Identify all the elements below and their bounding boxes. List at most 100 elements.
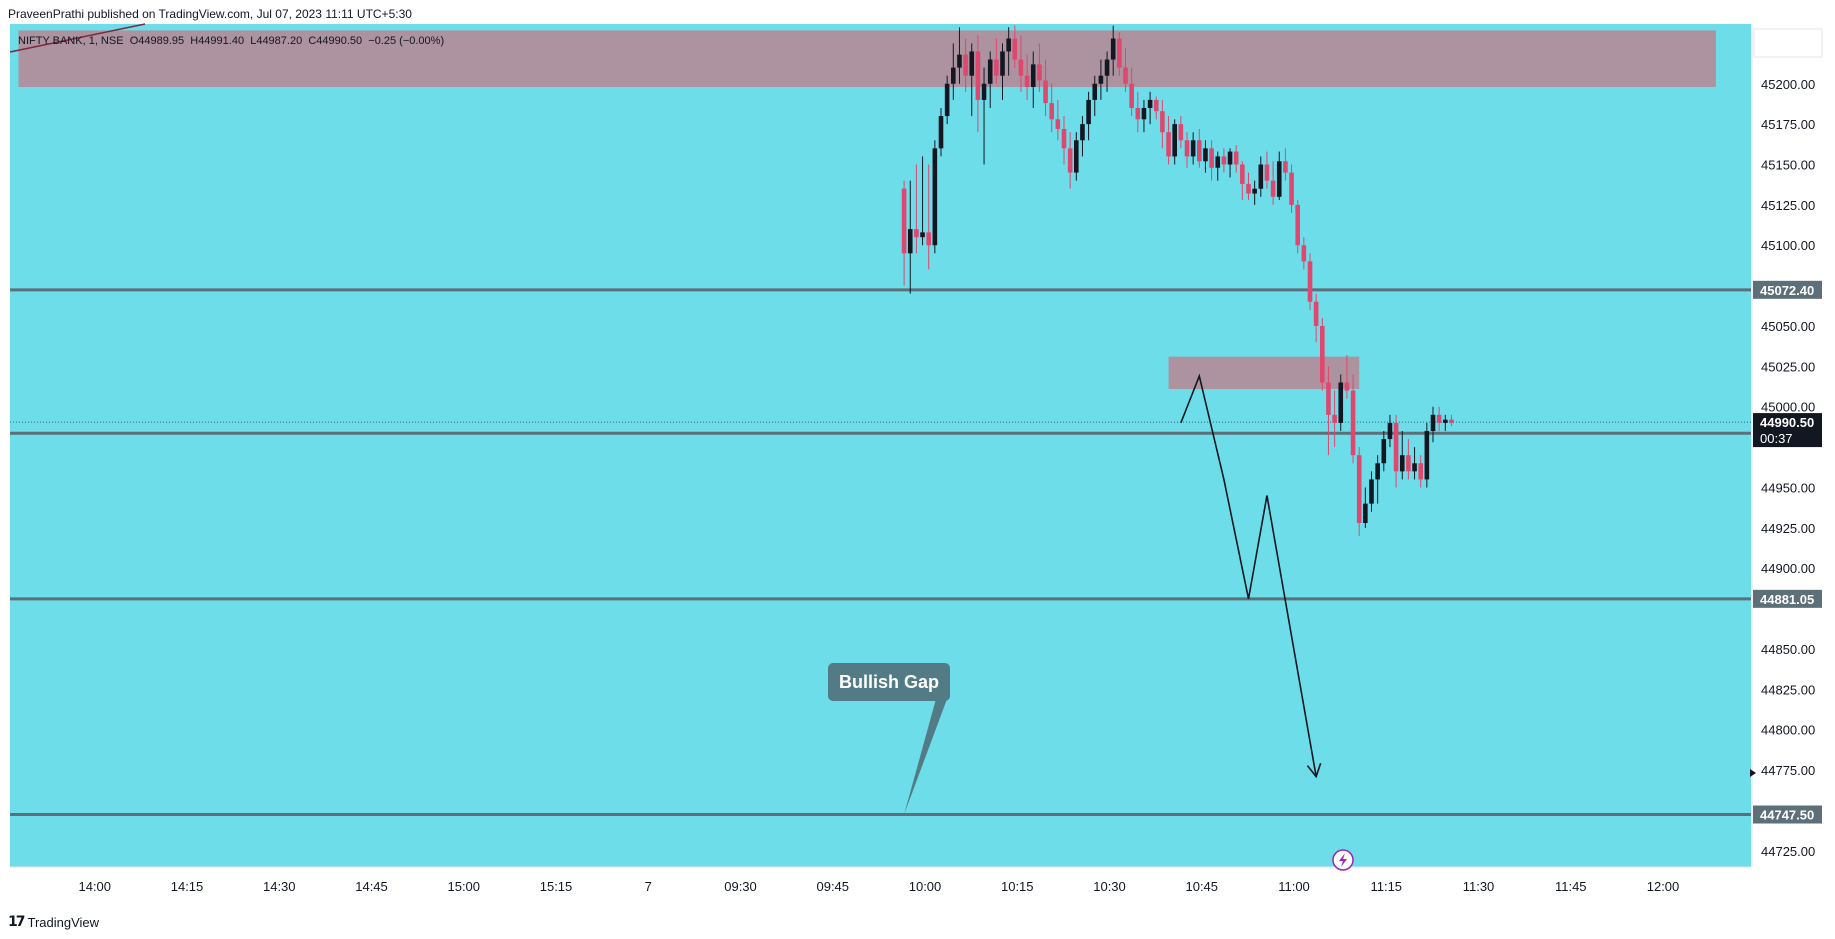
candle[interactable] [1363, 487, 1368, 528]
candle[interactable] [1006, 27, 1011, 76]
candle[interactable] [1209, 140, 1214, 181]
candle[interactable] [1344, 355, 1350, 399]
candle[interactable] [1381, 430, 1387, 472]
candle[interactable] [926, 164, 931, 270]
candle[interactable] [1141, 99, 1147, 133]
candle[interactable] [1184, 132, 1190, 168]
candle[interactable] [1037, 43, 1042, 92]
candle[interactable] [1240, 161, 1245, 201]
candle[interactable] [1320, 317, 1325, 391]
candle[interactable] [963, 38, 968, 92]
candle[interactable] [1246, 172, 1251, 201]
candle[interactable] [975, 35, 981, 133]
candle[interactable] [1449, 414, 1454, 427]
candle[interactable] [1258, 156, 1264, 197]
candle[interactable] [1264, 151, 1270, 189]
scroll-arrow-icon[interactable] [1750, 769, 1756, 777]
candle[interactable] [1430, 406, 1436, 443]
candle[interactable] [1295, 200, 1300, 254]
candle[interactable] [969, 43, 975, 117]
candle[interactable] [1313, 293, 1319, 343]
candle[interactable] [987, 51, 993, 108]
candle[interactable] [1221, 148, 1227, 173]
candle[interactable] [1172, 119, 1177, 165]
candle[interactable] [1135, 91, 1141, 133]
candle[interactable] [1338, 374, 1344, 431]
supply-zone-1[interactable] [18, 30, 1716, 87]
candle[interactable] [1074, 132, 1079, 181]
tradingview-logo-icon[interactable]: 17 [8, 914, 26, 930]
candle[interactable] [1215, 151, 1221, 181]
candle[interactable] [1443, 414, 1448, 431]
candle-body [1067, 148, 1073, 173]
candle[interactable] [1061, 116, 1067, 165]
candle[interactable] [1117, 32, 1122, 76]
candle[interactable] [1227, 148, 1233, 178]
candle[interactable] [1160, 99, 1165, 149]
candle[interactable] [1307, 253, 1313, 310]
candle[interactable] [951, 43, 956, 100]
candle[interactable] [1424, 422, 1430, 488]
candle[interactable] [1123, 48, 1128, 92]
candle[interactable] [1326, 366, 1331, 456]
candle[interactable] [907, 180, 913, 294]
candle[interactable] [1098, 59, 1104, 100]
candle[interactable] [1080, 116, 1085, 157]
candle-body [914, 229, 919, 238]
candle[interactable] [1301, 237, 1307, 270]
candle[interactable] [1086, 91, 1091, 141]
candle[interactable] [1055, 99, 1061, 141]
candle[interactable] [932, 140, 938, 254]
candle[interactable] [1024, 54, 1030, 100]
candle[interactable] [1412, 447, 1417, 480]
candle[interactable] [1104, 51, 1110, 92]
tradingview-brand[interactable]: TradingView [27, 914, 100, 930]
candle[interactable] [1283, 148, 1288, 181]
lightning-icon[interactable] [1332, 849, 1354, 871]
candle[interactable] [981, 67, 987, 165]
candle[interactable] [1190, 132, 1196, 165]
candle[interactable] [1092, 75, 1098, 117]
candle[interactable] [1153, 96, 1159, 120]
candle[interactable] [1387, 414, 1393, 448]
candle[interactable] [944, 75, 950, 125]
candle[interactable] [994, 38, 999, 84]
candle[interactable] [1276, 151, 1282, 201]
candle[interactable] [914, 164, 919, 254]
candle[interactable] [1178, 116, 1184, 149]
candle[interactable] [1406, 439, 1411, 480]
candle[interactable] [1356, 447, 1362, 536]
candle[interactable] [1233, 145, 1239, 173]
candle[interactable] [1350, 374, 1356, 464]
candle[interactable] [1436, 406, 1442, 431]
candle[interactable] [1332, 390, 1337, 448]
candle[interactable] [957, 27, 962, 84]
candle[interactable] [1067, 132, 1073, 189]
candle[interactable] [901, 180, 907, 286]
candle[interactable] [1166, 116, 1171, 165]
candle[interactable] [1375, 455, 1380, 504]
candle[interactable] [1147, 91, 1153, 125]
projection-path[interactable] [1180, 373, 1317, 777]
candle[interactable] [1129, 67, 1134, 117]
candle[interactable] [1018, 35, 1024, 92]
candle[interactable] [1203, 140, 1208, 173]
candle[interactable] [1043, 59, 1048, 117]
candle[interactable] [1049, 83, 1054, 133]
candle[interactable] [1030, 51, 1036, 108]
candle[interactable] [1012, 25, 1018, 68]
candle[interactable] [920, 156, 925, 246]
candle[interactable] [1000, 43, 1005, 100]
callout-box[interactable] [828, 663, 950, 701]
candle[interactable] [1110, 25, 1116, 76]
candle[interactable] [1197, 128, 1202, 168]
candle[interactable] [1369, 471, 1374, 512]
candle[interactable] [1418, 455, 1423, 488]
candle[interactable] [1393, 414, 1399, 488]
candle[interactable] [1289, 164, 1294, 213]
candle[interactable] [1399, 430, 1405, 480]
candle[interactable] [1270, 161, 1276, 205]
candle[interactable] [1252, 180, 1257, 205]
candle[interactable] [938, 107, 944, 157]
